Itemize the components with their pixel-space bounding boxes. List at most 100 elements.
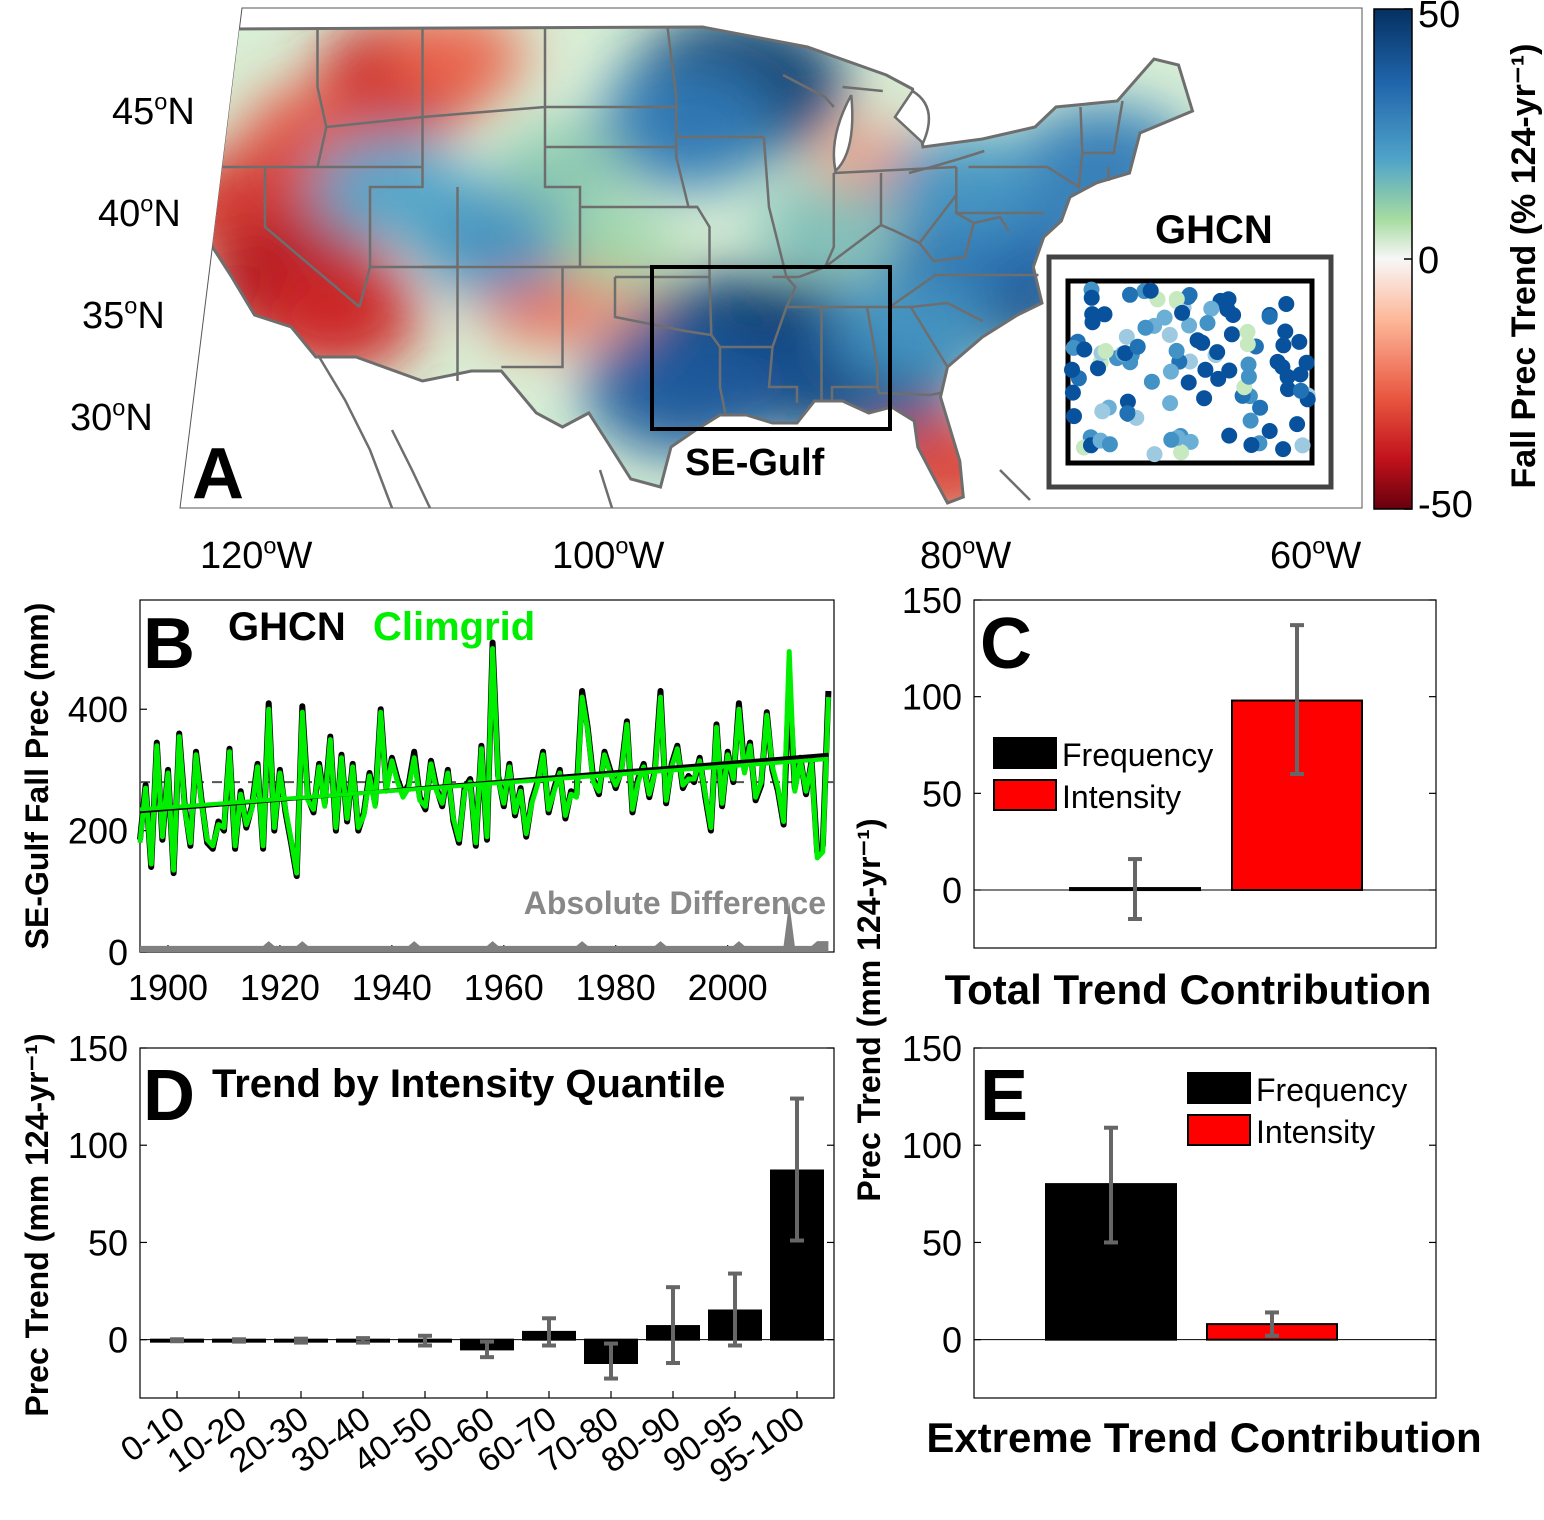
legend-swatch-intensity [993, 779, 1057, 811]
station-dot [1199, 315, 1216, 331]
legend-label-intensity: Intensity [1256, 1114, 1375, 1150]
x-tick-label: 2000 [688, 967, 768, 1008]
station-dot [1146, 446, 1163, 463]
state-border [955, 211, 1010, 232]
y-tick-label: 150 [68, 1028, 128, 1069]
station-dot [1096, 306, 1113, 323]
y-tick-label: 50 [922, 1222, 962, 1263]
station-dot [1163, 431, 1180, 448]
station-dot [1210, 370, 1227, 387]
panel-e-ylabel: Prec Trend (mm 124-yr⁻¹) [851, 818, 887, 1201]
y-tick-label: 100 [902, 1125, 962, 1166]
y-tick-label: 200 [68, 811, 128, 852]
state-border [786, 273, 1039, 309]
station-dot [1294, 437, 1311, 454]
station-dot [1064, 361, 1080, 378]
station-dot [1066, 408, 1082, 425]
inset-title: GHCN [1155, 208, 1273, 252]
station-dot [1197, 361, 1214, 378]
lat-tick-label: 35oN [82, 293, 165, 337]
x-tick-label: 1900 [128, 967, 208, 1008]
station-dot [1223, 326, 1240, 343]
trend-cell [554, 206, 676, 288]
panel-label-c: C [980, 604, 1032, 684]
state-border [918, 222, 976, 263]
station-dot [1292, 382, 1309, 399]
station-dot [1225, 307, 1242, 323]
station-dot [1252, 399, 1269, 416]
station-dot [1119, 405, 1136, 422]
panel-c-total-contribution: 150 100 50 0 Frequency Intensity C Total Tren… [902, 580, 1437, 1013]
difference-label: Absolute Difference [524, 885, 826, 921]
legend-ghcn: GHCN [228, 605, 346, 649]
se-gulf-region-box [650, 265, 892, 431]
state-border [263, 167, 361, 308]
panel-c-axes [973, 599, 1437, 949]
x-tick-label: 1960 [464, 967, 544, 1008]
panel-label-e: E [980, 1056, 1028, 1136]
station-dot [1101, 436, 1118, 453]
mexico-coast [316, 354, 1031, 508]
station-dot [1278, 296, 1295, 312]
state-border [876, 386, 941, 397]
y-tick-label: 0 [942, 1320, 962, 1361]
panel-d-ylabel: Prec Trend (mm 124-yr⁻¹) [19, 1033, 55, 1416]
state-border [326, 105, 677, 129]
station-dot [1097, 343, 1114, 359]
station-dot [1117, 345, 1134, 362]
y-tick-label: 0 [108, 1320, 128, 1361]
trend-cell [756, 180, 894, 274]
station-dot [1083, 289, 1100, 306]
lake-huron [893, 89, 931, 146]
colorbar-ticks: 50 0 -50 [1404, 0, 1473, 526]
trend-cell [882, 131, 1048, 243]
state-border [833, 165, 957, 175]
trend-cell [830, 271, 995, 383]
lon-tick-label: 60oW [1270, 533, 1361, 577]
station-dot [1240, 356, 1257, 373]
legend-swatch-frequency [1187, 1072, 1251, 1104]
station-dot [1064, 384, 1081, 401]
trend-cell [498, 123, 627, 211]
station-dot [1280, 381, 1296, 398]
legend-label-intensity: Intensity [1062, 779, 1181, 815]
station-dot [1162, 395, 1179, 412]
panel-label-b: B [143, 604, 195, 684]
station-dot [1243, 437, 1260, 453]
state-border [879, 173, 958, 245]
y-tick-label: 400 [68, 689, 128, 730]
station-dot [1275, 441, 1292, 458]
climgrid-series-line [137, 646, 831, 876]
station-dot [1162, 363, 1179, 380]
colorbar: 50 0 -50 Fall Prec Trend (% 124-yr⁻¹) [1373, 0, 1543, 526]
state-border [823, 173, 836, 268]
colorbar-tick-label: -50 [1418, 484, 1473, 526]
panel-d-title: Trend by Intensity Quantile [212, 1062, 725, 1106]
legend-climgrid: Climgrid [373, 605, 535, 649]
station-dot [1161, 326, 1178, 343]
colorbar-label: Fall Prec Trend (% 124-yr⁻¹) [1505, 44, 1543, 489]
legend-swatch-frequency [993, 737, 1057, 769]
x-tick-label: 1980 [576, 967, 656, 1008]
station-dot [1239, 323, 1256, 340]
y-tick-label: 0 [108, 932, 128, 973]
lake-michigan [832, 94, 854, 174]
station-dot [1221, 362, 1238, 379]
station-dot [1168, 291, 1185, 307]
station-dot [1269, 353, 1286, 370]
station-dot [1142, 282, 1159, 299]
station-dot [1240, 368, 1257, 385]
y-tick-label: 150 [902, 580, 962, 621]
station-dot [1143, 373, 1160, 390]
station-dot [1277, 323, 1294, 340]
station-dot [1180, 374, 1197, 391]
legend-swatch-intensity [1187, 1114, 1251, 1146]
lon-tick-labels: 120oW 100oW 80oW 60oW [200, 533, 1361, 577]
se-gulf-label: SE-Gulf [685, 442, 825, 484]
station-dot [1242, 412, 1259, 429]
station-dot [1094, 403, 1111, 420]
panel-a-map: SE-Gulf GHCN A 45oN 40oN 35oN 30oN 120oW 100… [70, 0, 1543, 577]
y-tick-label: 150 [902, 1028, 962, 1069]
y-tick-label: 100 [68, 1125, 128, 1166]
y-tick-label: 50 [922, 773, 962, 814]
